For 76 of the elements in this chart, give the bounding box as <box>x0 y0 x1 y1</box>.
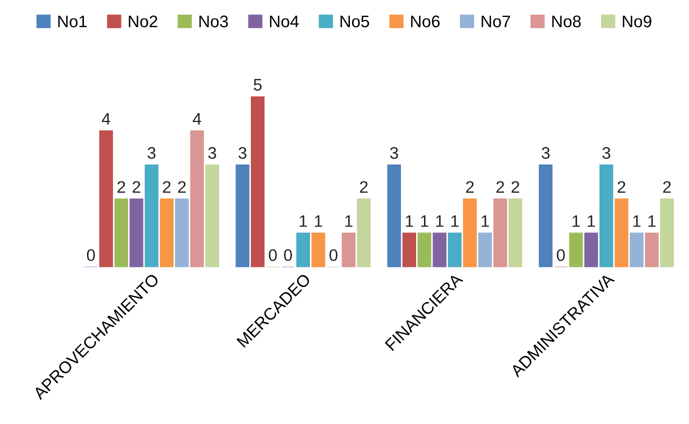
bar <box>418 232 432 268</box>
bar <box>144 164 158 268</box>
data-label: 3 <box>208 147 216 159</box>
bar <box>342 232 356 268</box>
bar <box>402 232 416 268</box>
data-label: 1 <box>572 215 580 227</box>
data-label: 1 <box>436 215 444 227</box>
bar <box>538 164 553 268</box>
data-label: 4 <box>102 113 110 125</box>
data-label: 4 <box>192 113 202 125</box>
bar <box>493 198 508 268</box>
bar <box>569 232 583 268</box>
legend-label: No8 <box>552 16 581 28</box>
bar <box>250 96 265 268</box>
data-label: 2 <box>618 181 626 193</box>
data-label: 1 <box>633 215 640 227</box>
legend-label: No9 <box>622 16 652 28</box>
data-label: 0 <box>86 249 95 262</box>
data-label: 2 <box>466 181 474 193</box>
data-label: 3 <box>602 147 610 159</box>
bar <box>114 198 128 268</box>
bar <box>296 232 310 268</box>
data-label: 0 <box>268 249 277 262</box>
bar <box>160 198 174 268</box>
data-label: 1 <box>314 215 322 227</box>
data-label: 1 <box>648 215 656 227</box>
bar <box>478 232 492 268</box>
bar <box>630 232 644 268</box>
bar <box>356 198 371 268</box>
bar <box>448 232 462 268</box>
data-label: 1 <box>421 215 428 227</box>
data-label: 3 <box>390 147 398 159</box>
bar <box>130 198 144 268</box>
data-label: 0 <box>556 249 565 262</box>
data-label: 2 <box>132 181 140 193</box>
legend-label: No3 <box>199 16 228 28</box>
data-label: 3 <box>238 147 246 159</box>
data-label: 5 <box>254 79 262 91</box>
bar <box>463 198 477 268</box>
legend-label: No7 <box>482 16 510 28</box>
legend-label: No5 <box>340 16 370 28</box>
bar <box>205 164 220 268</box>
bar <box>99 130 113 268</box>
legend-label: No4 <box>270 16 299 28</box>
bar <box>311 232 326 268</box>
data-label: 2 <box>496 181 504 193</box>
data-label: 2 <box>117 181 126 193</box>
data-label: 2 <box>162 181 171 193</box>
data-label: 1 <box>451 215 459 227</box>
data-label: 1 <box>482 215 489 227</box>
data-label: 2 <box>360 181 368 193</box>
data-label: 1 <box>588 215 595 227</box>
data-label: 2 <box>178 181 186 193</box>
data-label: 3 <box>542 147 550 159</box>
bar <box>599 164 614 268</box>
data-label: 2 <box>512 181 520 193</box>
bar <box>387 164 401 268</box>
data-label: 1 <box>300 215 307 227</box>
bar <box>584 232 598 268</box>
bar <box>644 232 659 268</box>
bar <box>508 198 522 268</box>
bar <box>660 198 674 268</box>
data-label: 0 <box>329 249 338 262</box>
data-label: 3 <box>148 147 156 159</box>
bar <box>236 164 250 268</box>
data-label: 1 <box>406 215 414 227</box>
bar <box>614 198 628 268</box>
legend-label: No1 <box>58 16 87 28</box>
legend-label: No2 <box>128 16 158 28</box>
data-label: 0 <box>284 249 292 262</box>
data-label: 2 <box>663 181 671 193</box>
legend-label: No6 <box>411 16 440 28</box>
data-label: 1 <box>345 215 352 227</box>
bar <box>175 198 189 268</box>
bar <box>432 232 446 268</box>
bar <box>190 130 204 268</box>
